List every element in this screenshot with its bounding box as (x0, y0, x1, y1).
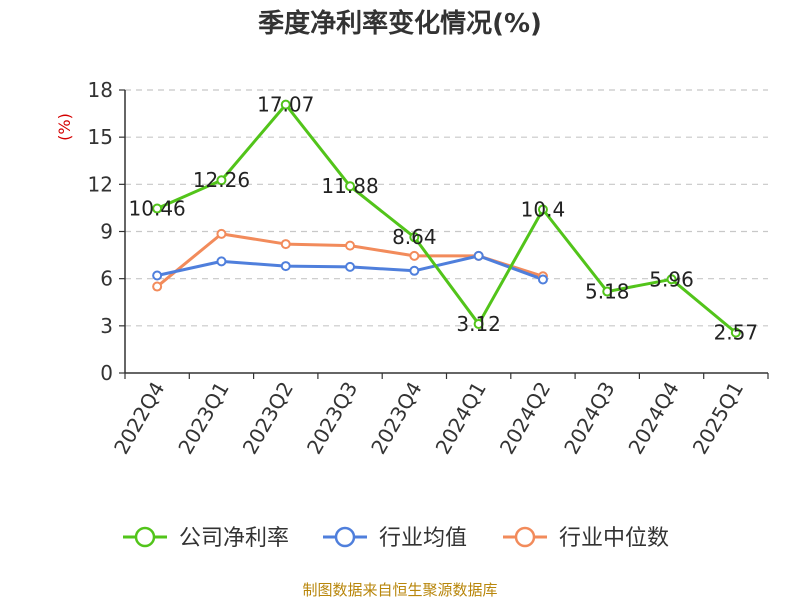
chart-title: 季度净利率变化情况(%) (258, 8, 542, 39)
data-label: 11.88 (321, 174, 378, 198)
data-point (409, 232, 420, 243)
series-lines (156, 103, 737, 334)
legend-label: 行业中位数 (559, 526, 669, 551)
x-tick-label: 2024Q4 (623, 378, 683, 459)
legend-item: 公司净利率 (123, 526, 289, 551)
footer-source: 制图数据来自恒生聚源数据库 (302, 581, 497, 599)
x-tick-label: 2025Q1 (688, 378, 748, 459)
data-point (473, 318, 484, 329)
data-label: 17.07 (257, 93, 314, 117)
x-tick-label: 2022Q4 (109, 378, 169, 459)
data-point (602, 286, 613, 297)
data-point (152, 270, 163, 281)
legend-label: 公司净利率 (179, 526, 289, 551)
y-tick-label: 0 (100, 361, 113, 385)
series-points (152, 99, 741, 338)
series-line (156, 103, 737, 334)
data-point (280, 261, 291, 272)
data-point (345, 261, 356, 272)
data-point (730, 327, 741, 338)
legend: 公司净利率 行业均值 行业中位数 (123, 526, 669, 551)
data-point (152, 203, 163, 214)
x-tick-label: 2023Q4 (366, 378, 426, 459)
y-tick-label: 12 (88, 172, 113, 196)
y-tick-label: 9 (100, 220, 113, 244)
y-tick-label: 15 (88, 125, 113, 149)
data-label: 2.57 (714, 321, 759, 345)
data-label: 5.96 (649, 267, 694, 291)
data-point (345, 240, 356, 251)
data-point (216, 175, 227, 186)
data-label: 12.26 (193, 168, 250, 192)
data-label: 5.18 (585, 280, 630, 304)
y-tick-label: 3 (100, 314, 113, 338)
y-tick-label: 6 (100, 267, 113, 291)
data-point (345, 181, 356, 192)
data-point (409, 265, 420, 276)
x-tick-label: 2023Q3 (302, 378, 362, 459)
data-point (666, 274, 677, 285)
data-label: 10.46 (129, 197, 186, 221)
y-tick-labels: 0 3 6 9 12 15 18 (88, 78, 113, 385)
x-tick-label: 2024Q2 (495, 378, 555, 459)
x-tick-label: 2023Q2 (238, 378, 298, 459)
data-point (537, 204, 548, 215)
x-tick-label: 2024Q1 (431, 378, 491, 459)
x-tick-label: 2023Q1 (173, 378, 233, 459)
legend-marker (514, 526, 536, 548)
data-point (280, 239, 291, 250)
data-point (473, 250, 484, 261)
legend-item: 行业中位数 (503, 526, 669, 551)
x-tick-label: 2024Q3 (559, 378, 619, 459)
data-point (216, 256, 227, 267)
data-point (216, 228, 227, 239)
data-point (152, 281, 163, 292)
legend-label: 行业均值 (379, 526, 467, 551)
data-label: 8.64 (392, 225, 437, 249)
legend-marker (134, 526, 156, 548)
axes (119, 89, 769, 379)
y-axis-label: (%) (55, 113, 74, 141)
data-point (409, 250, 420, 261)
data-label: 3.12 (456, 312, 501, 336)
data-point (280, 99, 291, 110)
data-labels: 10.46 12.26 17.07 11.88 8.64 3.12 10.4 5.18 5.96… (129, 93, 759, 345)
data-label: 10.4 (521, 197, 566, 221)
data-point (537, 274, 548, 285)
legend-item: 行业均值 (323, 526, 467, 551)
x-tick-labels: 2022Q4 2023Q1 2023Q2 2023Q3 2023Q4 2024Q1 2024… (109, 378, 748, 459)
y-tick-label: 18 (88, 78, 113, 102)
legend-marker (334, 526, 356, 548)
